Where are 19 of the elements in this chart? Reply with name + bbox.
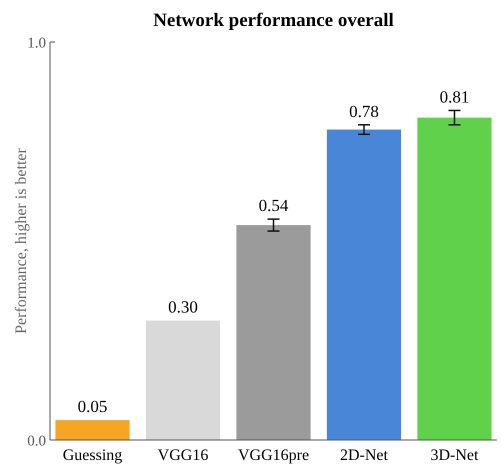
data-label: 0.05 [78,397,108,416]
bar [326,130,402,440]
bar [146,320,220,440]
x-tick-label: 3D-Net [430,447,480,464]
x-tick-label: VGG16pre [238,447,310,464]
y-tick-label: 1.0 [27,35,46,52]
x-tick-label: VGG16 [158,447,208,464]
data-label: 0.78 [349,102,379,121]
bar [55,420,130,440]
bar [236,225,311,440]
x-tick-label: 2D-Net [340,447,389,464]
x-tick-label: Guessing [62,447,122,464]
data-label: 0.81 [440,87,470,106]
data-label: 0.30 [168,298,198,317]
chart-title: Network performance overall [153,10,394,31]
y-tick-label: 0.0 [27,433,46,450]
bar [417,118,492,440]
y-axis-title: Performance, higher is better [13,147,30,334]
data-label: 0.54 [258,196,289,216]
